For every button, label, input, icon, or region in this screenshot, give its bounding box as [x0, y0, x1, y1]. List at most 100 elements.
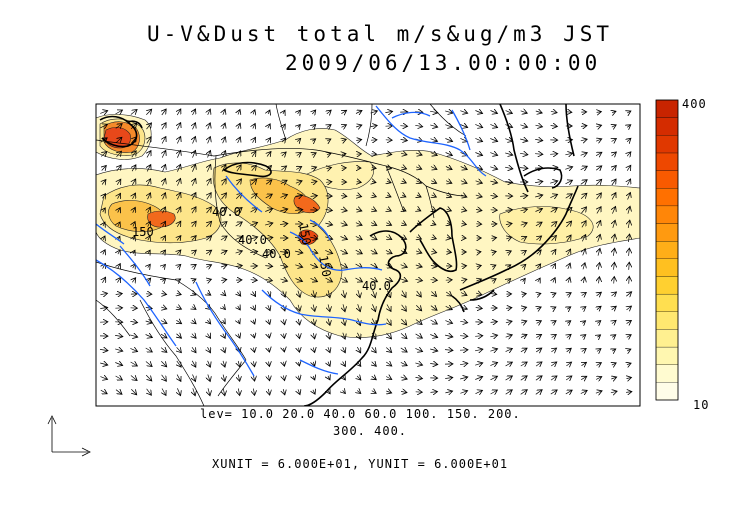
- wind-vector-arrow-icon: [343, 304, 345, 311]
- wind-vector-arrow-icon: [566, 362, 571, 366]
- wind-vector-arrow-icon: [238, 110, 240, 115]
- wind-vector-arrow-icon: [133, 207, 136, 212]
- wind-vector-arrow-icon: [265, 209, 272, 212]
- wind-vector-arrow-icon: [490, 349, 497, 351]
- wind-vector-arrow-icon: [100, 124, 108, 128]
- wind-vector-arrow-icon: [298, 110, 301, 114]
- wind-vector-arrow-icon: [342, 154, 346, 155]
- wind-vector-arrow-icon: [370, 278, 378, 282]
- wind-vector-arrow-icon: [415, 153, 422, 155]
- wind-vector-arrow-icon: [118, 208, 121, 213]
- wind-vector-arrow-icon: [130, 321, 137, 322]
- wind-vector-arrow-icon: [402, 195, 406, 197]
- wind-vector-arrow-icon: [147, 165, 151, 172]
- wind-vector-arrow-icon: [296, 167, 301, 170]
- wind-vector-arrow-icon: [208, 388, 210, 395]
- wind-vector-arrow-icon: [100, 308, 107, 309]
- colorbar-frame: [655, 99, 679, 401]
- wind-vector-arrow-icon: [505, 348, 513, 351]
- wind-vector-arrow-icon: [238, 334, 240, 338]
- wind-vector-arrow-icon: [238, 123, 240, 129]
- wind-vector-arrow-icon: [313, 362, 314, 366]
- map-frame: [95, 103, 641, 407]
- wind-vector-arrow-icon: [490, 335, 497, 337]
- wind-vector-arrow-icon: [614, 262, 615, 270]
- wind-vector-arrow-icon: [283, 110, 285, 114]
- wind-vector-arrow-icon: [628, 206, 630, 214]
- wind-vector-arrow-icon: [298, 389, 300, 394]
- wind-vector-arrow-icon: [401, 167, 406, 169]
- wind-vector-arrow-icon: [626, 292, 631, 296]
- wind-vector-arrow-icon: [550, 111, 557, 112]
- wind-vector-arrow-icon: [206, 236, 211, 240]
- wind-vector-arrow-icon: [430, 349, 438, 351]
- wind-vector-arrow-icon: [537, 264, 540, 268]
- wind-vector-arrow-icon: [416, 167, 422, 169]
- wind-vector-arrow-icon: [163, 221, 166, 226]
- wind-vector-arrow-icon: [520, 335, 527, 338]
- wind-vector-arrow-icon: [612, 139, 617, 142]
- wind-vector-arrow-icon: [370, 264, 378, 268]
- wind-vector-arrow-icon: [325, 264, 332, 268]
- wind-vector-arrow-icon: [328, 347, 330, 352]
- vector-unit-text: XUNIT = 6.000E+01, YUNIT = 6.000E+01: [212, 457, 509, 471]
- wind-vector-arrow-icon: [118, 250, 120, 254]
- wind-vector-arrow-icon: [582, 307, 586, 310]
- wind-vector-arrow-icon: [490, 376, 498, 380]
- wind-vector-arrow-icon: [582, 292, 587, 295]
- wind-vector-arrow-icon: [445, 306, 453, 309]
- wind-vector-arrow-icon: [298, 125, 301, 128]
- wind-vector-arrow-icon: [145, 362, 152, 367]
- wind-vector-arrow-icon: [387, 167, 392, 168]
- wind-vector-arrow-icon: [355, 278, 363, 282]
- wind-vector-arrow-icon: [235, 265, 243, 266]
- wind-vector-arrow-icon: [298, 376, 299, 381]
- wind-vector-arrow-icon: [343, 318, 345, 326]
- colorbar-segment: [655, 293, 679, 312]
- wind-vector-arrow-icon: [612, 206, 615, 214]
- wind-vector-arrow-icon: [505, 390, 513, 394]
- wind-vector-arrow-icon: [475, 124, 482, 127]
- wind-vector-arrow-icon: [612, 179, 616, 186]
- wind-vector-arrow-icon: [117, 151, 122, 158]
- wind-vector-arrow-icon: [100, 377, 107, 380]
- wind-vector-arrow-icon: [163, 193, 166, 200]
- wind-vector-arrow-icon: [220, 207, 227, 214]
- wind-vector-arrow-icon: [431, 251, 436, 252]
- wind-vector-arrow-icon: [475, 195, 482, 197]
- wind-vector-arrow-icon: [627, 165, 631, 170]
- wind-vector-arrow-icon: [206, 221, 211, 226]
- colorbar-max-label: 400: [682, 97, 707, 111]
- wind-vector-arrow-icon: [597, 349, 601, 352]
- wind-vector-arrow-icon: [417, 209, 421, 211]
- wind-vector-arrow-icon: [477, 265, 482, 266]
- wind-vector-arrow-icon: [118, 264, 121, 269]
- wind-vector-arrow-icon: [251, 179, 256, 184]
- wind-vector-arrow-icon: [280, 195, 288, 198]
- wind-vector-arrow-icon: [253, 348, 254, 353]
- wind-vector-arrow-icon: [567, 334, 571, 337]
- wind-vector-arrow-icon: [597, 193, 602, 200]
- wind-vector-arrow-icon: [520, 390, 528, 395]
- wind-vector-arrow-icon: [252, 292, 255, 297]
- wind-vector-arrow-icon: [237, 292, 240, 296]
- wind-vector-arrow-icon: [565, 153, 572, 155]
- wind-vector-arrow-icon: [253, 334, 254, 338]
- wind-vector-arrow-icon: [627, 363, 631, 365]
- wind-vector-arrow-icon: [342, 125, 347, 128]
- wind-vector-arrow-icon: [267, 152, 271, 157]
- wind-vector-arrow-icon: [298, 290, 300, 298]
- wind-vector-arrow-icon: [551, 362, 557, 366]
- wind-vector-arrow-icon: [193, 150, 196, 158]
- wind-vector-arrow-icon: [387, 332, 392, 339]
- wind-vector-arrow-icon: [177, 178, 180, 186]
- wind-vector-arrow-icon: [430, 125, 437, 127]
- wind-vector-arrow-icon: [506, 308, 512, 309]
- wind-vector-arrow-icon: [265, 266, 272, 267]
- wind-vector-arrow-icon: [192, 334, 196, 339]
- wind-vector-arrow-icon: [372, 182, 376, 183]
- wind-vector-arrow-icon: [162, 179, 165, 186]
- wind-vector-arrow-icon: [207, 193, 211, 200]
- wind-vector-arrow-icon: [372, 391, 376, 394]
- wind-vector-arrow-icon: [613, 248, 614, 256]
